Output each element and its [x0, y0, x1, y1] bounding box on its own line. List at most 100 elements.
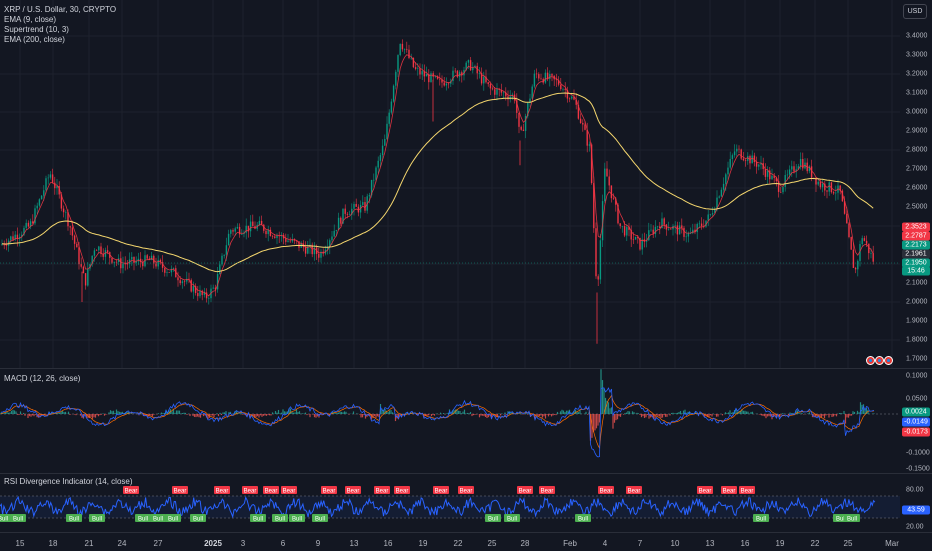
bear-label-text: Bear	[600, 489, 613, 495]
macd-histogram-bar	[263, 414, 264, 416]
macd-histogram-bar	[377, 414, 378, 416]
macd-histogram-bar	[603, 388, 604, 414]
macd-histogram-bar	[627, 411, 628, 414]
macd-histogram-bar	[782, 413, 783, 414]
bear-label-text: Bear	[174, 489, 187, 495]
macd-histogram-bar	[656, 414, 657, 415]
candle-body	[402, 44, 403, 49]
candle-body	[829, 182, 830, 191]
macd-histogram-bar	[224, 412, 225, 414]
macd-pane[interactable]: MACD (12, 26, close)	[0, 369, 900, 473]
macd-histogram-bar	[461, 413, 462, 414]
event-flag-icon[interactable]	[875, 356, 884, 365]
macd-histogram-bar	[468, 413, 469, 414]
macd-histogram-bar	[101, 414, 102, 415]
macd-histogram-bar	[744, 411, 745, 414]
candle-body	[338, 218, 339, 230]
event-flag-icon[interactable]	[884, 356, 893, 365]
candle-body	[780, 192, 781, 193]
price-tick: 1.9000	[906, 318, 927, 325]
candle-body	[182, 281, 183, 283]
candle-body	[72, 227, 73, 235]
candle-body	[606, 169, 607, 177]
price-tick: 3.1000	[906, 90, 927, 97]
macd-histogram-bar	[731, 413, 732, 414]
candle-body	[158, 260, 159, 267]
macd-histogram-bar	[645, 414, 646, 417]
macd-histogram-bar	[14, 410, 15, 414]
time-tick: 25	[844, 539, 853, 548]
event-flag-icon[interactable]	[866, 356, 875, 365]
time-tick: 7	[638, 539, 642, 548]
macd-histogram-bar	[485, 414, 486, 417]
macd-histogram-bar	[99, 414, 100, 415]
candle-body	[523, 130, 524, 131]
macd-histogram-bar	[161, 413, 162, 414]
macd-histogram-bar	[480, 414, 481, 416]
candle-body	[521, 127, 522, 130]
macd-histogram-bar	[342, 412, 343, 414]
indicator-ema200[interactable]: EMA (200, close)	[4, 35, 116, 45]
price-chart-pane[interactable]: XRP / U.S. Dollar, 30, CRYPTO EMA (9, cl…	[0, 0, 900, 368]
macd-histogram-bar	[152, 414, 153, 417]
bear-label: Bear	[721, 486, 737, 495]
macd-histogram-bar	[219, 413, 220, 414]
candle-body	[732, 155, 733, 159]
candle-body	[237, 227, 238, 228]
price-chart[interactable]	[0, 0, 900, 368]
rsi-legend[interactable]: RSI Divergence Indicator (14, close)	[4, 477, 133, 487]
time-tick: 13	[706, 539, 715, 548]
candle-body	[397, 55, 398, 72]
macd-chart[interactable]	[0, 369, 900, 473]
macd-histogram-bar	[851, 414, 852, 416]
indicator-supertrend[interactable]: Supertrend (10, 3)	[4, 25, 116, 35]
macd-histogram-bar	[344, 411, 345, 414]
macd-histogram-bar	[536, 414, 537, 415]
candle-body	[545, 73, 546, 83]
candle-body	[679, 225, 680, 234]
candle-body	[697, 224, 698, 232]
macd-histogram-bar	[272, 412, 273, 414]
candle-body	[719, 196, 720, 197]
candle-body	[331, 236, 332, 240]
macd-legend[interactable]: MACD (12, 26, close)	[4, 374, 80, 384]
macd-histogram-bar	[539, 414, 540, 416]
macd-axis[interactable]: 0.10000.0500-0.0500-0.1000-0.15000.0024-…	[900, 369, 932, 473]
candle-body	[655, 227, 656, 234]
macd-histogram-bar	[114, 413, 115, 414]
macd-histogram-bar	[21, 414, 22, 415]
candle-body	[37, 206, 38, 209]
macd-histogram-bar	[783, 413, 784, 414]
macd-histogram-bar	[818, 414, 819, 415]
macd-histogram-bar	[35, 414, 36, 415]
macd-histogram-bar	[182, 413, 183, 414]
time-tick: 28	[521, 539, 530, 548]
macd-histogram-bar	[768, 414, 769, 416]
bull-label-text: Bull	[168, 517, 178, 523]
candle-body	[598, 276, 599, 279]
macd-histogram-bar	[186, 414, 187, 415]
candle-body	[356, 204, 357, 207]
macd-histogram-bar	[761, 414, 762, 415]
candle-body	[551, 74, 552, 76]
candle-body	[846, 214, 847, 224]
macd-histogram-bar	[840, 413, 841, 414]
candle-body	[318, 254, 319, 258]
macd-histogram-bar	[11, 411, 12, 414]
bull-label: Bull	[89, 514, 105, 523]
candle-body	[468, 60, 469, 63]
indicator-ema9[interactable]: EMA (9, close)	[4, 15, 116, 25]
candle-body	[63, 209, 64, 213]
candle-body	[686, 237, 687, 238]
macd-histogram-bar	[242, 414, 243, 415]
candle-body	[430, 73, 431, 82]
macd-histogram-bar	[665, 414, 666, 417]
macd-histogram-bar	[788, 414, 789, 415]
candle-body	[534, 74, 535, 87]
candle-body	[166, 272, 167, 273]
